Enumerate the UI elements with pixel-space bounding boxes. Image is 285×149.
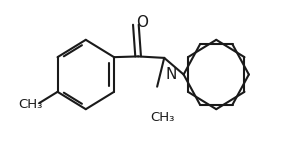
Text: CH₃: CH₃ <box>150 111 174 124</box>
Text: O: O <box>137 15 148 30</box>
Text: N: N <box>165 67 176 82</box>
Text: CH₃: CH₃ <box>18 98 43 111</box>
